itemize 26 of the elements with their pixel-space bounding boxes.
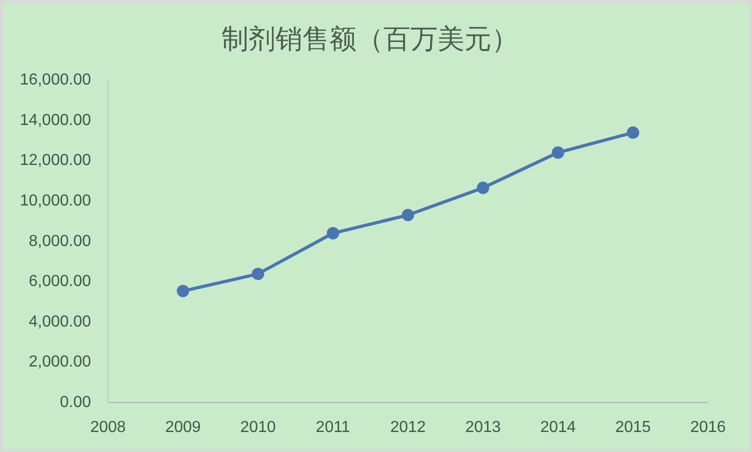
point (626, 126, 640, 139)
x-tick-label: 2011 (316, 419, 350, 436)
x-tick-label: 2016 (690, 419, 726, 436)
y-tick-label: 10,000.00 (20, 192, 92, 210)
y-tick-label: 6,000.00 (28, 273, 92, 290)
point (476, 182, 490, 194)
x-tick-label: 2012 (390, 419, 426, 436)
y-tick-label: 0.00 (60, 394, 92, 411)
point (552, 146, 564, 159)
y-tick-label: 14,000.00 (20, 112, 92, 129)
x-tick-label: 2008 (90, 419, 126, 436)
y-tick-label: 8,000.00 (28, 232, 92, 250)
title: 制剂销售额（百万美元） (222, 24, 518, 54)
point (176, 284, 190, 298)
y-tick-label: 4,000.00 (28, 313, 92, 330)
x-tick-label: 2013 (465, 419, 501, 436)
y-tick-label: 16,000.00 (20, 72, 92, 88)
x-tick-label: 2009 (165, 419, 201, 436)
point (326, 226, 340, 240)
x-tick-label: 2015 (615, 419, 651, 436)
point (252, 268, 264, 280)
y-tick-label: 2,000.00 (28, 354, 92, 371)
y-tick-label: 12,000.00 (20, 152, 92, 170)
point (402, 208, 414, 222)
x-tick-label: 2014 (540, 419, 576, 436)
x-tick-label: 2010 (240, 419, 276, 436)
